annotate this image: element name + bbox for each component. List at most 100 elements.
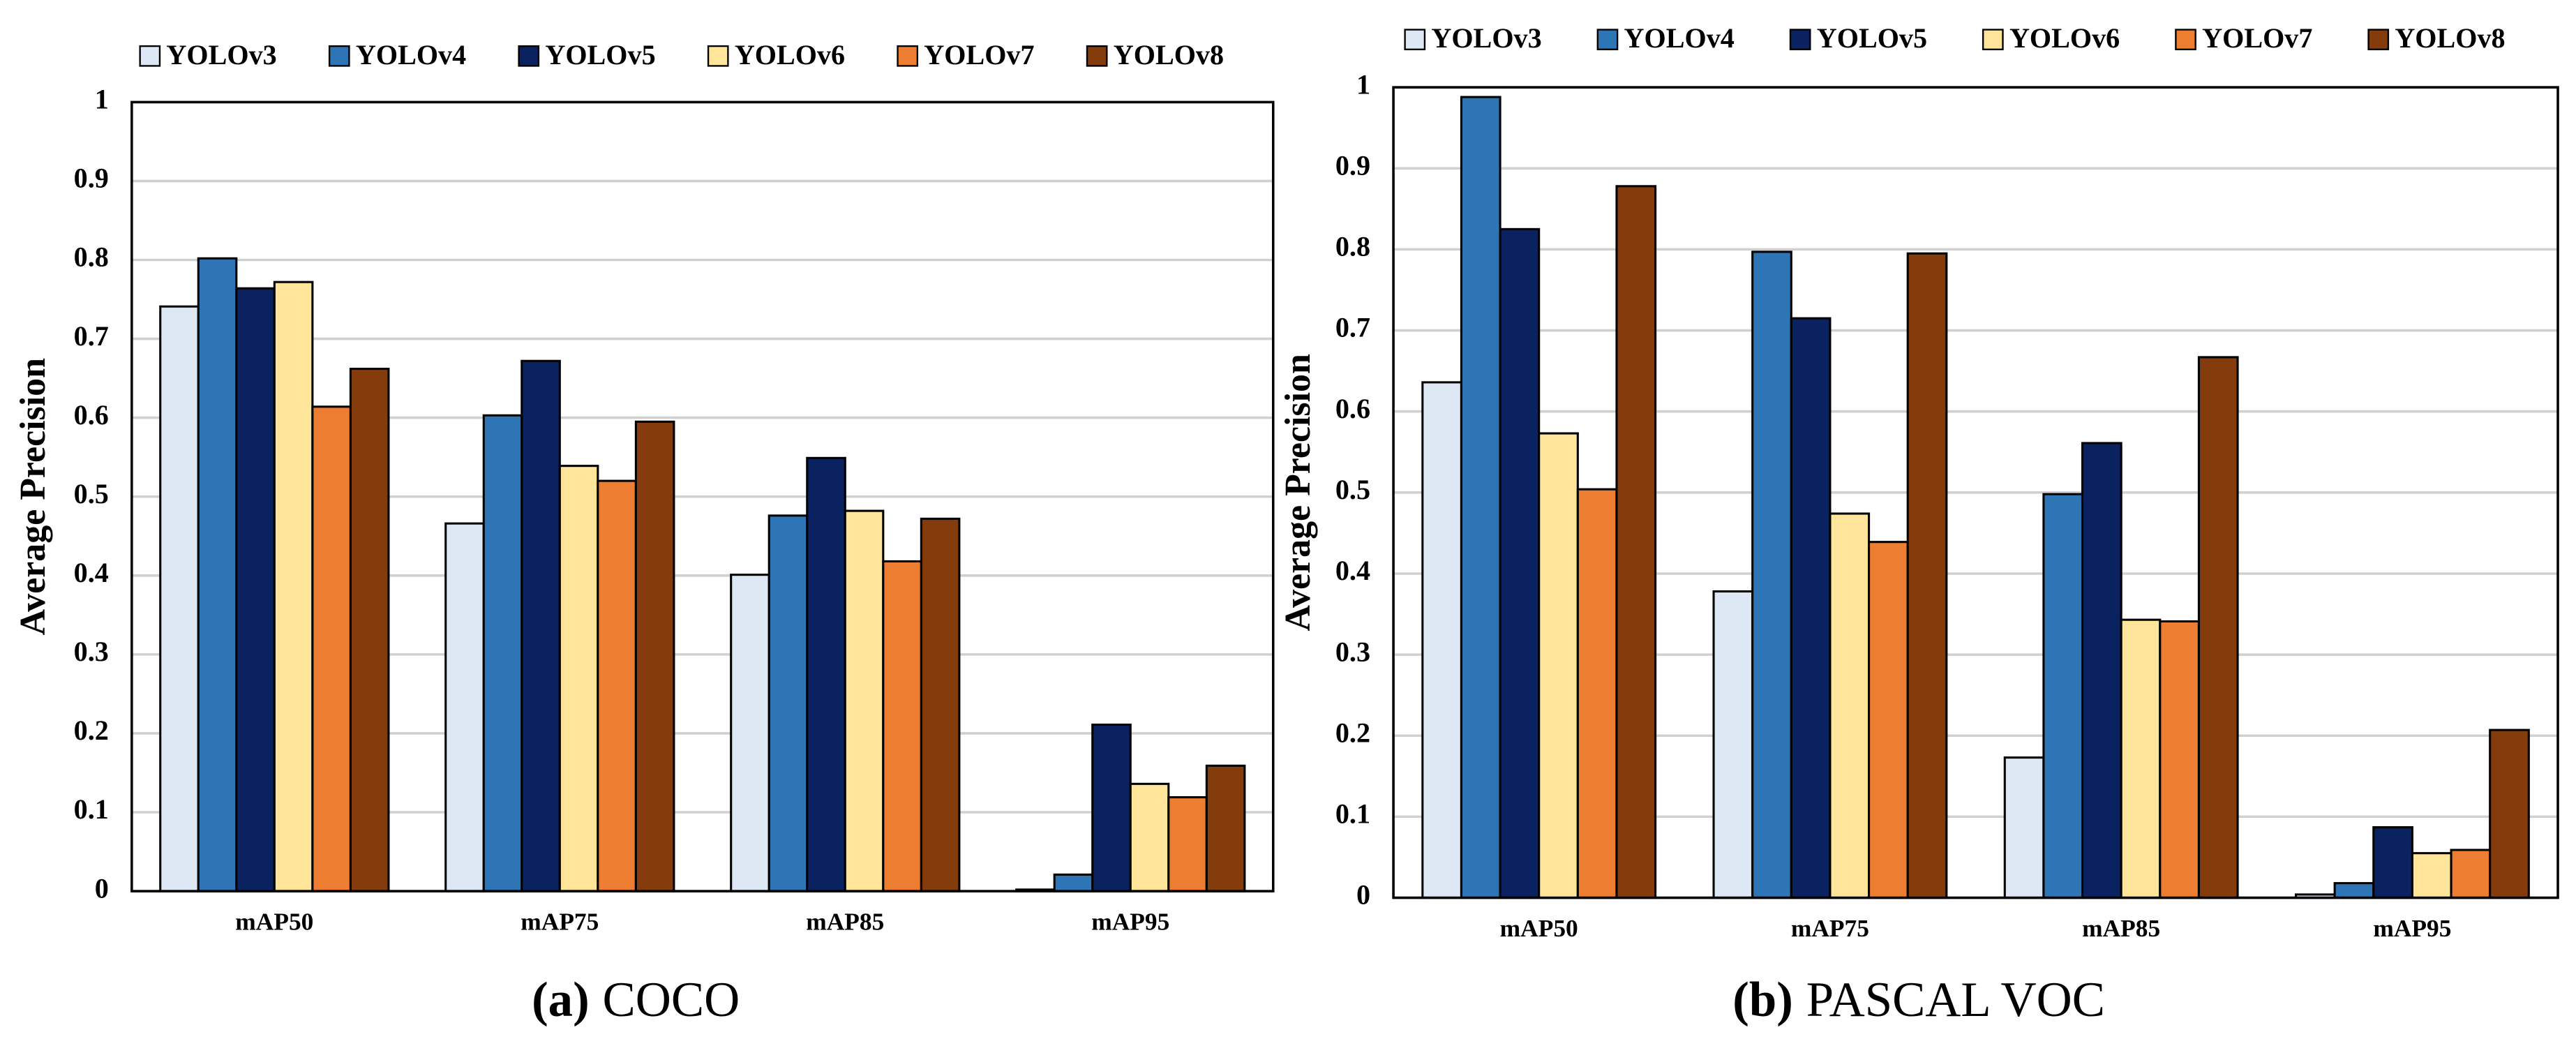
caption-title: COCO bbox=[603, 973, 740, 1027]
legend-swatch bbox=[2175, 29, 2196, 50]
legend-swatch bbox=[897, 45, 919, 67]
legend-swatch bbox=[1789, 29, 1811, 50]
bar bbox=[597, 479, 637, 892]
legend-swatch bbox=[328, 45, 350, 67]
bar bbox=[1906, 252, 1948, 899]
bar bbox=[1205, 764, 1246, 892]
legend-label: YOLOv4 bbox=[356, 39, 466, 70]
y-tick-label: 0.9 bbox=[1335, 149, 1370, 181]
legend-label: YOLOv3 bbox=[1431, 22, 1541, 54]
y-tick-label: 0.7 bbox=[1335, 312, 1370, 343]
bar bbox=[2450, 849, 2492, 899]
bar bbox=[2081, 442, 2122, 899]
caption: (b) PASCAL VOC bbox=[1732, 973, 2105, 1027]
bar bbox=[1868, 541, 1909, 899]
legend-swatch bbox=[139, 45, 161, 67]
bar bbox=[2489, 729, 2530, 899]
legend-label: YOLOv3 bbox=[166, 39, 276, 70]
bar bbox=[2333, 882, 2375, 899]
x-tick-label: mAP50 bbox=[1500, 914, 1578, 942]
bar bbox=[311, 405, 352, 892]
y-tick-label: 0.2 bbox=[74, 715, 109, 746]
bar bbox=[1460, 96, 1502, 899]
y-tick-label: 1 bbox=[1356, 68, 1370, 100]
x-tick-label: mAP75 bbox=[521, 907, 599, 935]
legend-swatch bbox=[1596, 29, 1619, 50]
bar bbox=[1538, 432, 1579, 899]
y-tick-label: 0.4 bbox=[74, 557, 109, 588]
legend-label: YOLOv8 bbox=[2395, 22, 2505, 54]
legend-label: YOLOv7 bbox=[924, 39, 1034, 70]
x-tick-label: mAP95 bbox=[2373, 914, 2451, 942]
bar bbox=[767, 514, 809, 892]
bar bbox=[730, 574, 770, 892]
x-tick-label: mAP50 bbox=[235, 907, 313, 935]
legend-label: YOLOv5 bbox=[1817, 22, 1927, 54]
legend-label: YOLOv6 bbox=[2009, 22, 2120, 54]
bar bbox=[2042, 493, 2084, 899]
y-tick-label: 0 bbox=[95, 872, 109, 904]
y-tick-label: 0.3 bbox=[1335, 636, 1370, 667]
caption-title: PASCAL VOC bbox=[1806, 973, 2105, 1027]
bar bbox=[634, 420, 675, 892]
legend-label: YOLOv8 bbox=[1114, 39, 1224, 70]
y-tick-label: 0.5 bbox=[1335, 474, 1370, 505]
y-axis-label: Average Precision bbox=[1278, 354, 1318, 632]
legend-swatch bbox=[518, 45, 540, 67]
x-tick-label: mAP85 bbox=[2082, 914, 2160, 942]
bar bbox=[1712, 590, 1754, 899]
y-tick-label: 0.6 bbox=[1335, 393, 1370, 424]
y-tick-label: 0.6 bbox=[74, 399, 109, 431]
bar bbox=[482, 414, 523, 892]
y-tick-label: 1 bbox=[95, 84, 109, 115]
caption-label: (b) bbox=[1732, 973, 1793, 1027]
plot-frame bbox=[130, 100, 1275, 892]
y-tick-label: 0.9 bbox=[74, 163, 109, 194]
legend-swatch bbox=[2367, 29, 2390, 50]
bar bbox=[1053, 873, 1094, 892]
bar bbox=[1499, 227, 1541, 899]
bar bbox=[2197, 356, 2239, 899]
bar bbox=[1167, 796, 1208, 892]
x-tick-label: mAP85 bbox=[806, 907, 884, 935]
bar bbox=[2411, 852, 2453, 899]
y-tick-label: 0.8 bbox=[1335, 231, 1370, 262]
legend-label: YOLOv4 bbox=[1624, 22, 1735, 54]
bar bbox=[2159, 620, 2200, 899]
y-tick-label: 0.4 bbox=[1335, 555, 1370, 586]
y-tick-label: 0 bbox=[1356, 879, 1370, 911]
bar bbox=[1790, 317, 1832, 899]
y-tick-label: 0.5 bbox=[74, 478, 109, 509]
bar bbox=[1829, 512, 1871, 899]
legend-label: YOLOv7 bbox=[2202, 22, 2312, 54]
bar bbox=[2372, 825, 2413, 899]
legend-label: YOLOv6 bbox=[735, 39, 845, 70]
bar bbox=[1091, 723, 1132, 892]
caption: (a) COCO bbox=[532, 973, 740, 1027]
x-tick-label: mAP95 bbox=[1091, 907, 1169, 935]
bar bbox=[521, 359, 561, 892]
bar bbox=[1615, 185, 1657, 899]
bar bbox=[1129, 782, 1170, 892]
bar bbox=[844, 509, 885, 892]
bar bbox=[920, 517, 961, 892]
x-tick-label: mAP75 bbox=[1791, 914, 1869, 942]
legend-swatch bbox=[1086, 45, 1108, 67]
bar bbox=[1576, 488, 1618, 899]
bar bbox=[444, 522, 485, 892]
y-tick-label: 0.7 bbox=[74, 320, 109, 352]
bar bbox=[806, 456, 846, 892]
bar bbox=[2120, 618, 2162, 899]
bar bbox=[1421, 381, 1462, 899]
bar bbox=[197, 257, 238, 892]
legend-swatch bbox=[1404, 29, 1426, 50]
bar bbox=[558, 465, 599, 892]
legend-swatch bbox=[707, 45, 729, 67]
y-tick-label: 0.8 bbox=[74, 241, 109, 273]
y-tick-label: 0.1 bbox=[1335, 798, 1370, 830]
y-axis-label: Average Precision bbox=[13, 358, 53, 636]
caption-label: (a) bbox=[532, 973, 590, 1027]
legend-label: YOLOv5 bbox=[545, 39, 655, 70]
bar bbox=[159, 305, 200, 892]
